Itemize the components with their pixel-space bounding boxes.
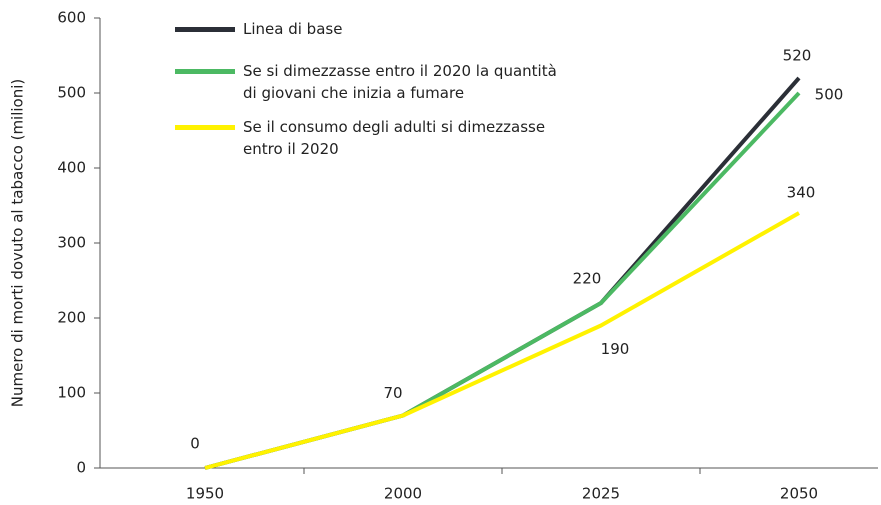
data-label: 220 bbox=[573, 270, 602, 288]
legend-label: Linea di base bbox=[243, 20, 343, 38]
x-tick-label: 2050 bbox=[780, 485, 818, 503]
legend-swatch bbox=[175, 125, 235, 130]
y-tick-label: 500 bbox=[57, 84, 86, 102]
legend-swatch bbox=[175, 69, 235, 74]
y-tick-label: 600 bbox=[57, 9, 86, 27]
legend-label: Se il consumo degli adulti si dimezzasse… bbox=[243, 118, 546, 158]
y-axis-label: Numero di morti dovuto al tabacco (milio… bbox=[9, 79, 27, 408]
data-label: 0 bbox=[190, 435, 200, 453]
y-tick-label: 0 bbox=[76, 459, 86, 477]
y-tick-label: 200 bbox=[57, 309, 86, 327]
legend-item: Se si dimezzasse entro il 2020 la quanti… bbox=[175, 60, 557, 104]
data-label: 190 bbox=[601, 340, 630, 358]
x-tick-label: 2000 bbox=[384, 485, 422, 503]
y-tick-label: 300 bbox=[57, 234, 86, 252]
data-label: 500 bbox=[815, 86, 844, 104]
data-label: 70 bbox=[383, 384, 402, 402]
y-tick-label: 400 bbox=[57, 159, 86, 177]
data-label: 340 bbox=[787, 184, 816, 202]
legend-swatch bbox=[175, 27, 235, 32]
legend-item: Linea di base bbox=[175, 18, 342, 40]
y-tick-label: 100 bbox=[57, 384, 86, 402]
legend-item: Se il consumo degli adulti si dimezzasse… bbox=[175, 116, 545, 160]
data-label: 520 bbox=[783, 47, 812, 65]
x-tick-label: 1950 bbox=[186, 485, 224, 503]
series-line bbox=[204, 211, 800, 470]
legend-label: Se si dimezzasse entro il 2020 la quanti… bbox=[243, 62, 557, 102]
x-tick-label: 2025 bbox=[582, 485, 620, 503]
